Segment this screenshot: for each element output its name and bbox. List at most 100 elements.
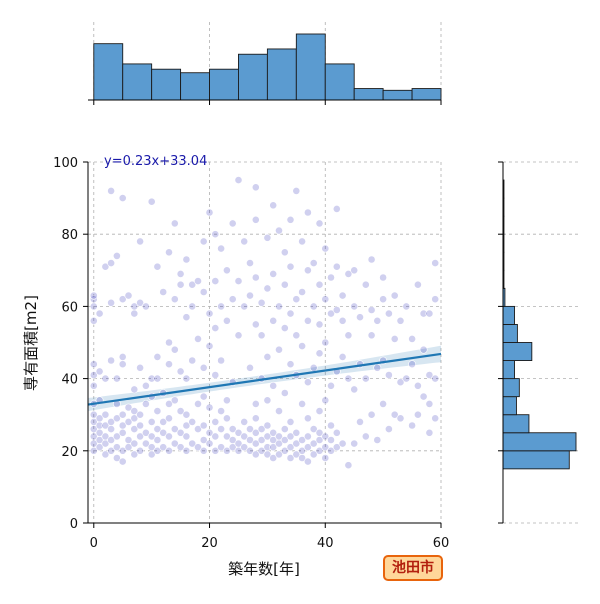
- scatter-point: [118, 352, 127, 361]
- scatter-point: [396, 316, 405, 325]
- scatter-point: [251, 450, 260, 459]
- scatter-point: [286, 417, 295, 426]
- scatter-point: [275, 432, 283, 441]
- scatter-point: [222, 396, 231, 405]
- scatter-point: [251, 320, 260, 329]
- scatter-point: [95, 367, 104, 376]
- scatter-point: [136, 298, 144, 307]
- y-tick-label: 0: [70, 517, 78, 532]
- y-histogram-bar: [502, 396, 517, 416]
- scatter-point: [176, 428, 185, 437]
- scatter-point: [194, 425, 202, 433]
- scatter-point: [182, 374, 191, 383]
- scatter-point: [130, 385, 139, 394]
- scatter-point: [315, 428, 324, 437]
- scatter-point: [217, 425, 225, 433]
- scatter-point: [101, 262, 110, 271]
- scatter-point: [240, 237, 249, 246]
- x-marginal-histogram: [88, 33, 442, 105]
- scatter-point: [130, 302, 139, 311]
- scatter-point: [396, 378, 405, 387]
- scatter-point: [205, 428, 214, 437]
- x-histogram-bar: [295, 33, 326, 101]
- scatter-point: [408, 421, 416, 430]
- scatter-point: [113, 454, 121, 462]
- x-histogram-bar: [382, 89, 413, 101]
- scatter-point: [228, 295, 237, 304]
- scatter-point: [165, 432, 173, 441]
- scatter-point: [199, 237, 208, 246]
- scatter-point: [367, 255, 376, 264]
- scatter-point: [269, 316, 278, 325]
- scatter-point: [373, 436, 382, 444]
- scatter-point: [257, 436, 266, 444]
- scatter-point: [153, 436, 162, 444]
- scatter-point: [321, 396, 330, 405]
- scatter-point: [251, 273, 260, 282]
- regression-line: [87, 352, 442, 406]
- scatter-point: [118, 360, 127, 369]
- scatter-point: [165, 248, 173, 257]
- scatter-point: [361, 432, 370, 441]
- x-histogram-bar: [411, 88, 442, 101]
- scatter-point: [384, 371, 393, 379]
- scatter-point: [182, 432, 191, 441]
- scatter-point: [234, 331, 243, 340]
- scatter-point: [101, 410, 110, 419]
- x-histogram-bar: [324, 63, 355, 101]
- scatter-point: [217, 356, 225, 365]
- scatter-point: [298, 436, 306, 444]
- scatter-point: [431, 259, 440, 267]
- x-histogram-bar: [122, 63, 153, 101]
- scatter-point: [413, 410, 422, 419]
- scatter-point: [194, 277, 202, 285]
- y-histogram-bar: [502, 378, 520, 398]
- scatter-point: [321, 295, 330, 304]
- scatter-point: [124, 417, 133, 426]
- scatter-point: [170, 425, 179, 433]
- scatter-point: [222, 414, 231, 423]
- scatter-point: [153, 262, 162, 271]
- scatter-point: [402, 302, 411, 311]
- scatter-point: [384, 425, 393, 433]
- regression-equation: y=0.23x+33.04: [104, 154, 207, 169]
- scatter-point: [251, 414, 260, 423]
- scatter-point: [309, 259, 318, 267]
- scatter-point: [124, 403, 133, 412]
- scatter-point: [425, 371, 434, 379]
- scatter-point: [286, 262, 295, 271]
- scatter-point: [263, 233, 272, 242]
- scatter-point: [182, 446, 191, 455]
- scatter-point: [246, 425, 254, 433]
- scatter-point: [153, 446, 162, 455]
- scatter-point: [107, 417, 115, 426]
- scatter-point: [89, 371, 98, 379]
- scatter-point: [315, 280, 324, 289]
- scatter-point: [211, 324, 220, 332]
- scatter-point: [303, 414, 312, 423]
- scatter-point: [182, 421, 191, 430]
- scatter-point: [234, 428, 243, 437]
- scatter-point: [153, 352, 162, 361]
- scatter-point: [327, 309, 335, 318]
- x-axis-title: 築年数[年]: [228, 560, 300, 578]
- scatter-point: [292, 331, 301, 340]
- scatter-point: [170, 295, 179, 304]
- scatter-point: [194, 399, 202, 408]
- scatter-point: [251, 439, 260, 448]
- scatter-point: [419, 392, 428, 401]
- scatter-point: [257, 298, 266, 307]
- scatter-point: [367, 331, 376, 340]
- scatter-point: [269, 269, 278, 278]
- y-tick-label: 20: [61, 445, 78, 460]
- scatter-point: [136, 410, 144, 419]
- scatter-point: [332, 204, 341, 213]
- scatter-point: [361, 374, 370, 383]
- scatter-point: [332, 443, 341, 452]
- scatter-point: [217, 302, 225, 311]
- scatter-point: [136, 237, 144, 246]
- scatter-point: [165, 399, 173, 408]
- scatter-point: [263, 443, 272, 452]
- scatter-point: [159, 288, 168, 296]
- scatter-point: [182, 410, 191, 419]
